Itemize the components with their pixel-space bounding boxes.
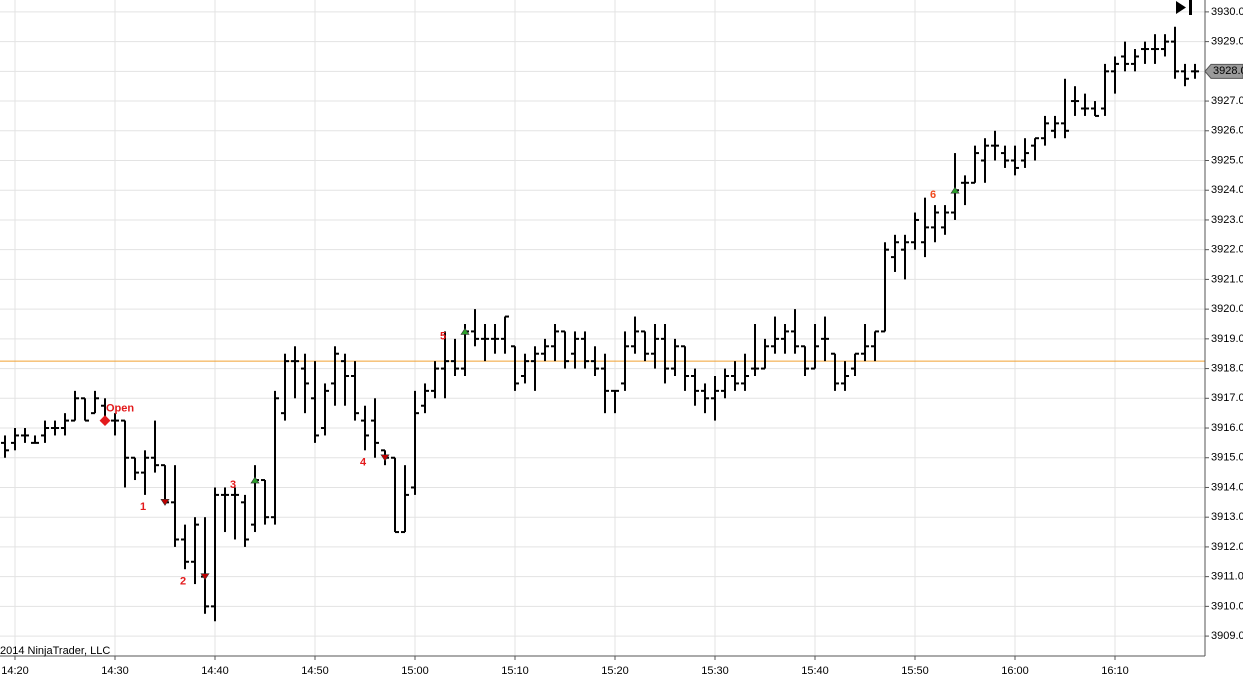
y-tick-label: 3916.0 [1211,422,1243,434]
y-tick-label: 3913.0 [1211,511,1243,523]
scroll-to-end-icon[interactable] [1176,0,1192,15]
y-tick-label: 3927.0 [1211,95,1243,107]
x-tick-label: 15:10 [501,665,529,677]
y-tick-label: 3909.0 [1211,630,1243,642]
y-tick-label: 3912.0 [1211,541,1243,553]
signal-label: 1 [140,501,146,513]
x-tick-label: 14:50 [301,665,329,677]
icon-bar [1189,0,1192,15]
last-price-tag [1204,63,1243,79]
y-tick-label: 3929.0 [1211,36,1243,48]
plot-area: Open 1 2 3 4 5 6 [0,26,1205,622]
y-tick-label: 3922.0 [1211,244,1243,256]
x-tick-label: 15:20 [601,665,629,677]
signal-marker [200,573,210,581]
signal-marker [950,186,960,194]
x-tick-label: 15:00 [401,665,429,677]
y-tick-label: 3918.0 [1211,362,1243,374]
y-tick-label: 3919.0 [1211,333,1243,345]
y-tick-label: 3924.0 [1211,184,1243,196]
x-tick-label: 15:50 [901,665,929,677]
signal-label: 5 [440,330,446,342]
signal-marker [99,415,111,427]
y-tick-label: 3923.0 [1211,214,1243,226]
y-tick-label: 3914.0 [1211,481,1243,493]
signal-marker [460,327,470,335]
x-tick-label: 15:30 [701,665,729,677]
icon-arrow [1176,1,1186,14]
y-tick-label: 3925.0 [1211,154,1243,166]
signal-marker [380,454,390,462]
axes: 3909.0 3910.0 3911.0 3912.0 3913.0 3914.0 3915… [1,6,1243,677]
signal-marker [250,476,260,484]
x-tick-label: 14:40 [201,665,229,677]
last-price-label: 3928.0 [1213,65,1243,77]
y-tick-label: 3921.0 [1211,273,1243,285]
y-tick-label: 3920.0 [1211,303,1243,315]
signal-marker [160,499,170,506]
y-tick-label: 3915.0 [1211,452,1243,464]
signal-label: 6 [930,189,936,201]
y-tick-label: 3926.0 [1211,125,1243,137]
y-tick-label: 3911.0 [1211,571,1243,583]
signal-label: 3 [230,479,236,491]
signal-label: 2 [180,576,186,588]
copyright: 2014 NinjaTrader, LLC [0,645,110,657]
x-tick-label: 14:20 [1,665,29,677]
y-tick-label: 3917.0 [1211,392,1243,404]
signal-label: 4 [360,457,367,469]
signal-label: Open [106,402,134,414]
grid [0,0,1205,656]
x-tick-label: 16:10 [1101,665,1129,677]
y-tick-label: 3910.0 [1211,600,1243,612]
x-tick-label: 16:00 [1001,665,1029,677]
x-tick-label: 15:40 [801,665,829,677]
x-tick-label: 14:30 [101,665,129,677]
y-tick-label: 3930.0 [1211,6,1243,18]
